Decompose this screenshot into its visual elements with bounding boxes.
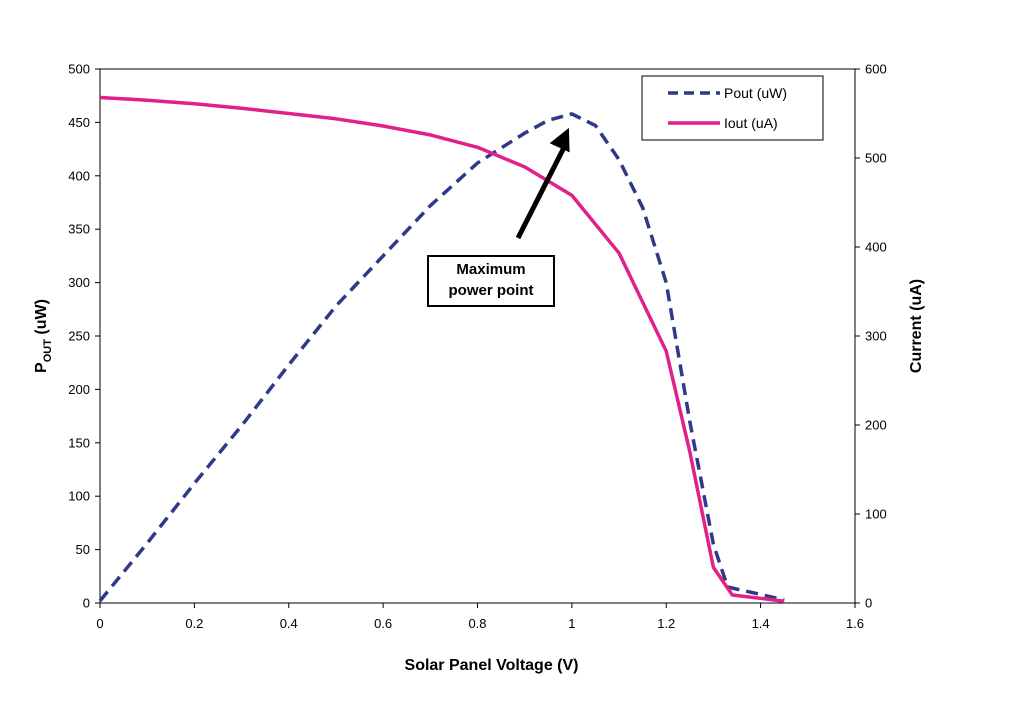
- y-right-axis-title: Current (uA): [908, 279, 925, 373]
- series-line-pout: [98, 112, 785, 603]
- x-tick-label: 0.8: [468, 616, 486, 631]
- y-left-axis-title-main: P: [33, 362, 50, 373]
- x-tick-label: 1.6: [846, 616, 864, 631]
- annotation-box: [427, 255, 555, 307]
- y-right-tick-label: 0: [865, 596, 872, 611]
- y-left-tick-label: 500: [68, 62, 90, 77]
- annotation-arrow: [515, 140, 570, 240]
- y-right-tick-label: 300: [865, 329, 887, 344]
- y-left-tick-label: 0: [83, 596, 90, 611]
- y-left-tick-label: 350: [68, 222, 90, 237]
- x-axis-title: Solar Panel Voltage (V): [405, 657, 579, 674]
- y-left-tick-label: 250: [68, 329, 90, 344]
- x-tick-label: 0.4: [280, 616, 298, 631]
- annotation-label: Maximum: [456, 261, 525, 278]
- y-left-tick-label: 400: [68, 168, 90, 183]
- y-left-axis-title-unit: (uW): [33, 299, 50, 339]
- legend: [641, 75, 824, 141]
- x-tick-label: 1: [568, 616, 575, 631]
- y-right-tick-label: 200: [865, 418, 887, 433]
- y-left-axis-title-subscript: OUT: [42, 339, 54, 363]
- y-right-tick-label: 100: [865, 507, 887, 522]
- y-left-tick-label: 100: [68, 489, 90, 504]
- annotation-arrow-head: [549, 127, 570, 153]
- y-left-tick-label: 450: [68, 115, 90, 130]
- annotation-label: power point: [449, 282, 534, 299]
- legend-label: Pout (uW): [724, 85, 787, 101]
- x-tick-label: 1.2: [657, 616, 675, 631]
- x-tick-label: 0.6: [374, 616, 392, 631]
- x-tick-label: 0.2: [185, 616, 203, 631]
- legend-label: Iout (uA): [724, 115, 778, 131]
- x-tick-label: 1.4: [752, 616, 770, 631]
- y-right-tick-label: 400: [865, 240, 887, 255]
- x-tick-label: 0: [96, 616, 103, 631]
- y-left-tick-label: 200: [68, 382, 90, 397]
- y-left-tick-label: 150: [68, 435, 90, 450]
- y-left-tick-label: 300: [68, 275, 90, 290]
- y-right-tick-label: 600: [865, 62, 887, 77]
- series-line-iout: [99, 95, 785, 603]
- y-left-axis-title: POUT (uW): [33, 299, 54, 373]
- y-right-tick-label: 500: [865, 151, 887, 166]
- y-left-tick-label: 50: [76, 542, 90, 557]
